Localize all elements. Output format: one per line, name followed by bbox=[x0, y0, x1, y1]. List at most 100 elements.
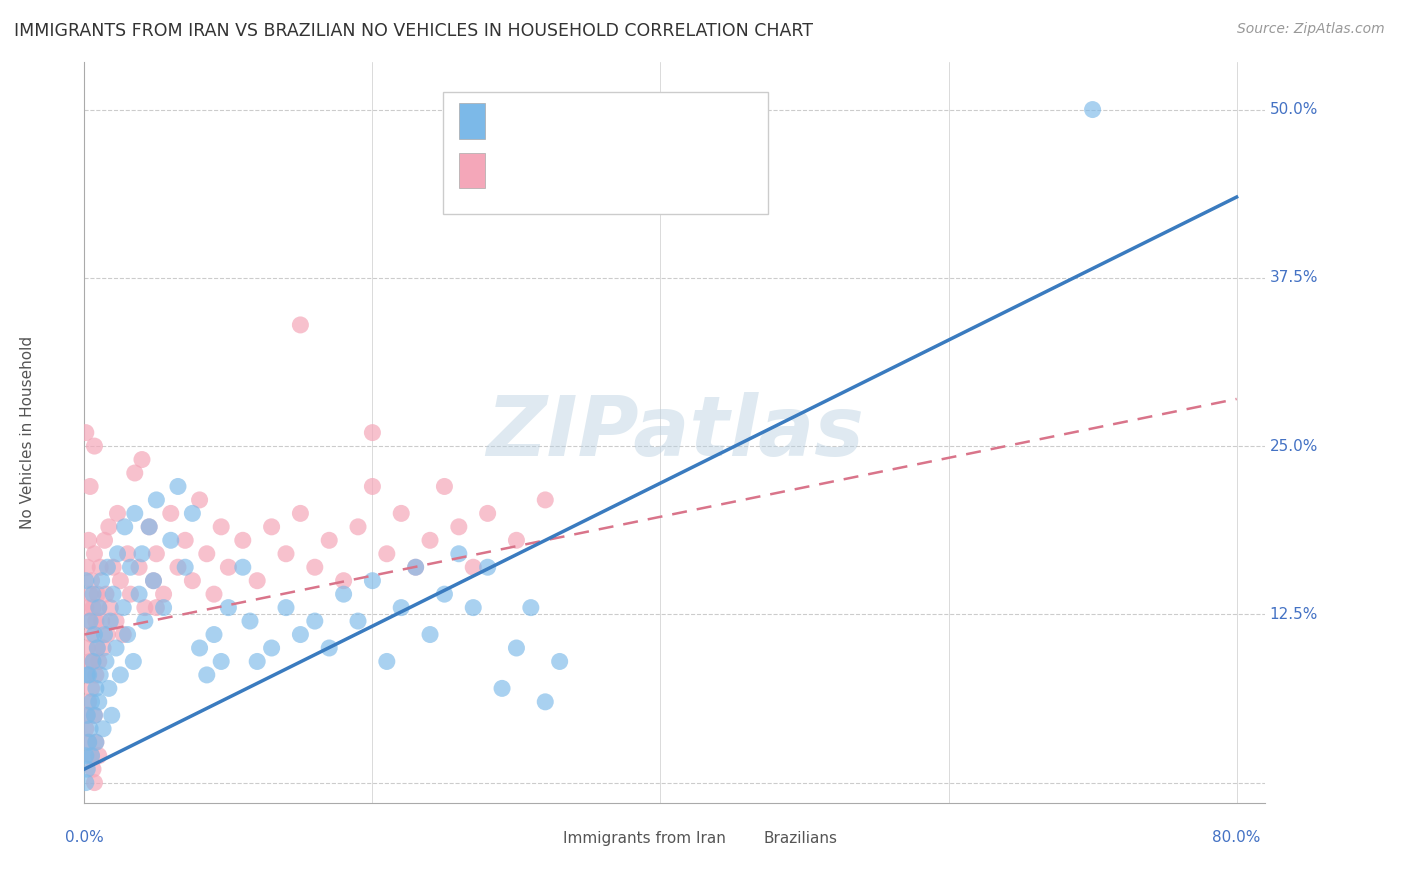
Point bbox=[491, 681, 513, 696]
Point bbox=[93, 627, 115, 641]
Point bbox=[181, 507, 204, 521]
Point bbox=[94, 587, 117, 601]
Point bbox=[82, 655, 104, 669]
Point bbox=[138, 520, 160, 534]
Point bbox=[142, 574, 165, 588]
Point bbox=[86, 640, 108, 655]
Point bbox=[87, 695, 110, 709]
Point bbox=[76, 560, 98, 574]
Point bbox=[79, 614, 101, 628]
Point bbox=[87, 600, 110, 615]
Point bbox=[83, 708, 105, 723]
Text: R =  0.713    N = 82: R = 0.713 N = 82 bbox=[494, 112, 676, 130]
Point bbox=[94, 655, 117, 669]
Point bbox=[83, 547, 105, 561]
Point bbox=[96, 627, 118, 641]
Point bbox=[463, 600, 485, 615]
Text: 37.5%: 37.5% bbox=[1270, 270, 1319, 285]
Point bbox=[505, 533, 527, 548]
Point bbox=[195, 668, 218, 682]
Point bbox=[82, 600, 104, 615]
Text: 80.0%: 80.0% bbox=[1212, 830, 1261, 845]
FancyBboxPatch shape bbox=[458, 103, 485, 138]
Point bbox=[76, 668, 98, 682]
Point bbox=[167, 560, 190, 574]
Point bbox=[405, 560, 427, 574]
Text: Brazilians: Brazilians bbox=[763, 830, 838, 846]
Point bbox=[174, 533, 197, 548]
FancyBboxPatch shape bbox=[527, 823, 553, 853]
Point bbox=[75, 748, 97, 763]
Point bbox=[419, 627, 441, 641]
Point bbox=[117, 627, 139, 641]
Point bbox=[142, 574, 165, 588]
Point bbox=[332, 587, 354, 601]
Point bbox=[304, 614, 326, 628]
Point bbox=[77, 533, 100, 548]
Point bbox=[433, 479, 456, 493]
Point bbox=[217, 560, 239, 574]
Point bbox=[120, 560, 142, 574]
Point bbox=[82, 762, 104, 776]
Point bbox=[520, 600, 543, 615]
Point bbox=[77, 695, 100, 709]
Point bbox=[87, 600, 110, 615]
Point bbox=[84, 681, 107, 696]
Point bbox=[246, 655, 269, 669]
Point bbox=[76, 708, 98, 723]
Point bbox=[90, 574, 112, 588]
Point bbox=[138, 520, 160, 534]
Point bbox=[131, 452, 153, 467]
Point bbox=[447, 547, 470, 561]
Point bbox=[202, 627, 225, 641]
Point bbox=[188, 492, 211, 507]
Point bbox=[89, 668, 111, 682]
Text: ZIPatlas: ZIPatlas bbox=[486, 392, 863, 473]
Point bbox=[131, 547, 153, 561]
Point bbox=[77, 614, 100, 628]
Point bbox=[548, 655, 571, 669]
Point bbox=[77, 668, 100, 682]
Point bbox=[80, 748, 103, 763]
Point bbox=[174, 560, 197, 574]
Point bbox=[145, 600, 167, 615]
Point bbox=[84, 614, 107, 628]
Point bbox=[124, 466, 146, 480]
Point bbox=[80, 748, 103, 763]
Point bbox=[375, 655, 398, 669]
Point bbox=[209, 520, 232, 534]
Point bbox=[110, 668, 132, 682]
Point bbox=[84, 668, 107, 682]
Point bbox=[239, 614, 262, 628]
Point bbox=[332, 574, 354, 588]
Point bbox=[477, 560, 499, 574]
Point bbox=[419, 533, 441, 548]
Point bbox=[100, 708, 122, 723]
Point bbox=[260, 520, 283, 534]
Point bbox=[80, 627, 103, 641]
Point bbox=[318, 533, 340, 548]
Point bbox=[75, 574, 97, 588]
Point bbox=[124, 507, 146, 521]
Point bbox=[534, 695, 557, 709]
Point bbox=[134, 614, 156, 628]
Point bbox=[80, 574, 103, 588]
Point bbox=[82, 655, 104, 669]
Point bbox=[75, 775, 97, 789]
Point bbox=[87, 748, 110, 763]
Point bbox=[290, 318, 312, 332]
Point bbox=[128, 560, 150, 574]
Point bbox=[120, 587, 142, 601]
Point bbox=[105, 640, 128, 655]
Point bbox=[217, 600, 239, 615]
Point bbox=[89, 560, 111, 574]
Point bbox=[83, 439, 105, 453]
Point bbox=[86, 587, 108, 601]
Text: IMMIGRANTS FROM IRAN VS BRAZILIAN NO VEHICLES IN HOUSEHOLD CORRELATION CHART: IMMIGRANTS FROM IRAN VS BRAZILIAN NO VEH… bbox=[14, 22, 813, 40]
Point bbox=[274, 547, 297, 561]
Point bbox=[534, 492, 557, 507]
Point bbox=[79, 655, 101, 669]
Point bbox=[83, 775, 105, 789]
Point bbox=[112, 627, 135, 641]
Text: R =  0.25    N = 91: R = 0.25 N = 91 bbox=[494, 162, 665, 180]
